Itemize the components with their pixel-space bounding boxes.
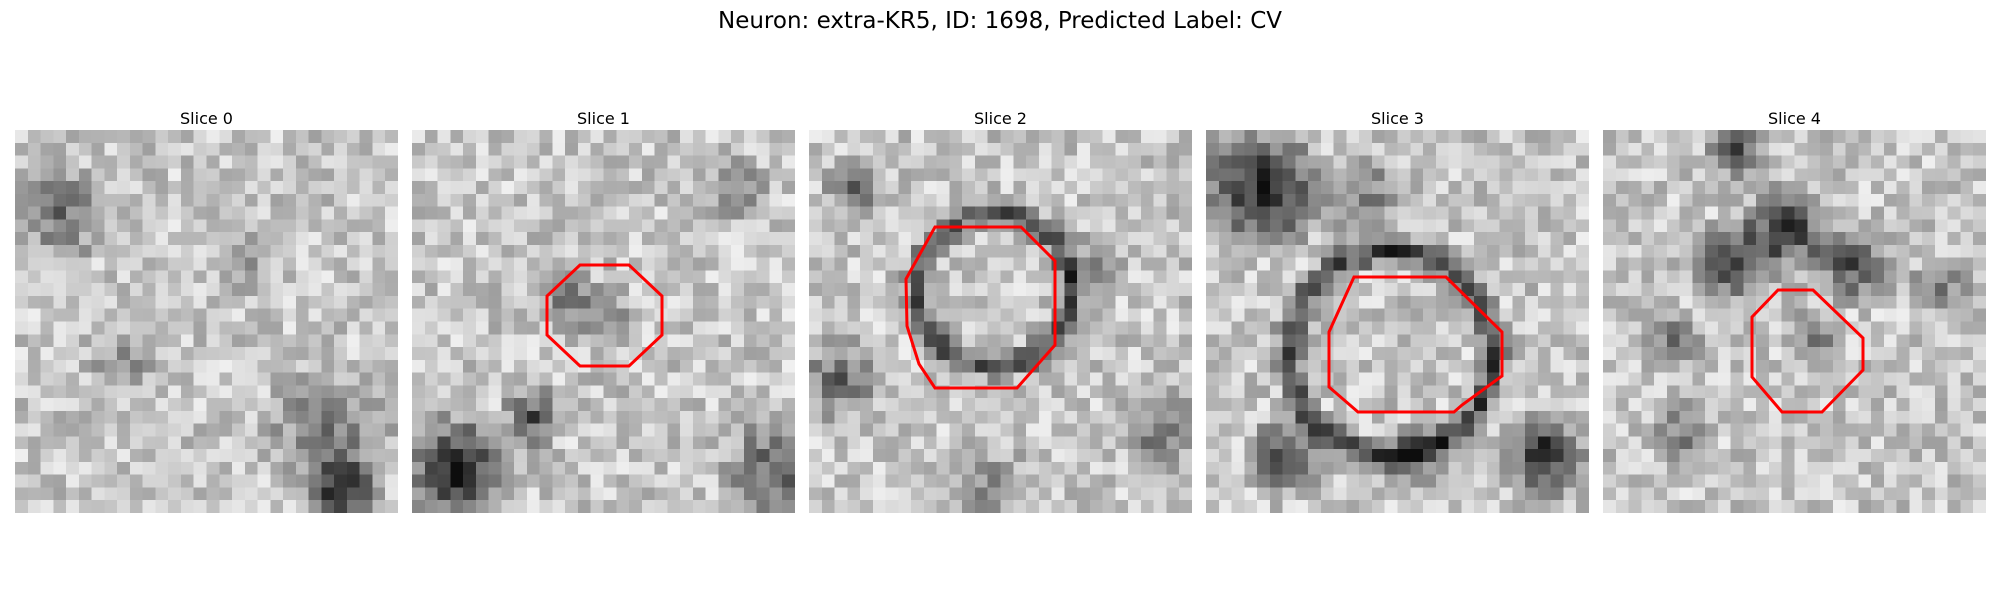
slice-image bbox=[1206, 130, 1589, 513]
slice-image-wrap bbox=[1206, 130, 1589, 513]
roi-polygon bbox=[545, 263, 664, 368]
slice-title: Slice 1 bbox=[577, 109, 630, 128]
slice-image bbox=[1603, 130, 1986, 513]
slice-image bbox=[809, 130, 1192, 513]
roi-contour bbox=[545, 263, 664, 368]
slice-image bbox=[15, 130, 398, 513]
slice-title: Slice 3 bbox=[1371, 109, 1424, 128]
slice-title: Slice 0 bbox=[180, 109, 233, 128]
slice-image-wrap bbox=[809, 130, 1192, 513]
slice-image-wrap bbox=[15, 130, 398, 513]
slice-panel-4: Slice 4 bbox=[1603, 108, 1986, 513]
roi-contour bbox=[904, 225, 1057, 390]
slice-image-wrap bbox=[1603, 130, 1986, 513]
slice-panel-3: Slice 3 bbox=[1206, 108, 1589, 513]
roi-polygon bbox=[904, 225, 1057, 390]
roi-contour bbox=[1750, 288, 1865, 414]
figure-title: Neuron: extra-KR5, ID: 1698, Predicted L… bbox=[717, 8, 1283, 34]
roi-contour bbox=[1327, 275, 1504, 414]
slice-title: Slice 2 bbox=[974, 109, 1027, 128]
slice-panel-1: Slice 1 bbox=[412, 108, 795, 513]
slice-title: Slice 4 bbox=[1768, 109, 1821, 128]
slice-image-wrap bbox=[412, 130, 795, 513]
roi-polygon bbox=[1327, 275, 1504, 414]
slice-image bbox=[412, 130, 795, 513]
slice-panel-2: Slice 2 bbox=[809, 108, 1192, 513]
slice-panel-0: Slice 0 bbox=[15, 108, 398, 513]
roi-polygon bbox=[1750, 288, 1865, 414]
